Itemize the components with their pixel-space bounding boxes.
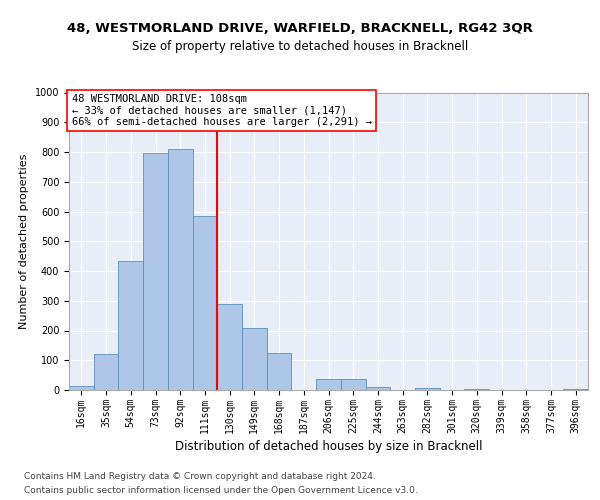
Bar [267,353,292,390]
Y-axis label: Number of detached properties: Number of detached properties [19,154,29,329]
Bar [217,304,242,390]
Bar [464,388,489,390]
Text: Contains HM Land Registry data © Crown copyright and database right 2024.: Contains HM Land Registry data © Crown c… [24,472,376,481]
Bar [118,260,143,390]
Bar [193,216,217,390]
Bar [69,386,94,390]
Text: Contains public sector information licensed under the Open Government Licence v3: Contains public sector information licen… [24,486,418,495]
Text: 48 WESTMORLAND DRIVE: 108sqm
← 33% of detached houses are smaller (1,147)
66% of: 48 WESTMORLAND DRIVE: 108sqm ← 33% of de… [71,94,371,127]
Bar [365,387,390,390]
Bar [94,354,118,390]
Bar [341,378,365,390]
Bar [143,154,168,390]
Bar [563,388,588,390]
Bar [316,378,341,390]
Bar [242,328,267,390]
Text: Size of property relative to detached houses in Bracknell: Size of property relative to detached ho… [132,40,468,53]
Bar [168,149,193,390]
X-axis label: Distribution of detached houses by size in Bracknell: Distribution of detached houses by size … [175,440,482,453]
Text: 48, WESTMORLAND DRIVE, WARFIELD, BRACKNELL, RG42 3QR: 48, WESTMORLAND DRIVE, WARFIELD, BRACKNE… [67,22,533,36]
Bar [415,388,440,390]
